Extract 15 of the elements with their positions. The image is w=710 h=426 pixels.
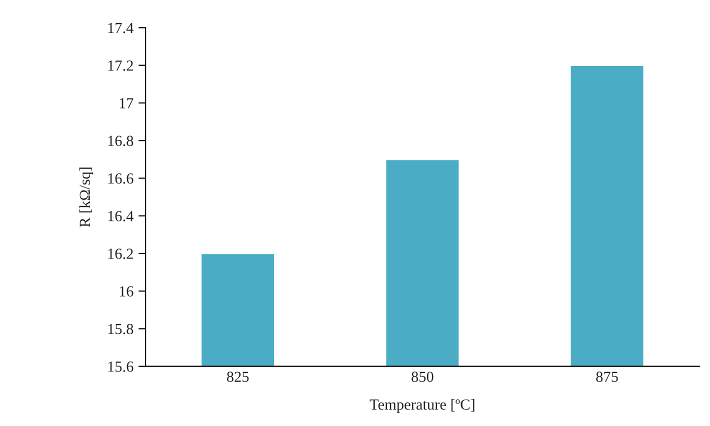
y-tick-label: 16.6: [108, 173, 134, 184]
y-tick-label: 16: [120, 286, 134, 297]
y-tick-label: 16.2: [108, 248, 133, 259]
y-tick-label: 15.6: [108, 362, 134, 372]
y-tick-label: 17.2: [108, 60, 133, 71]
x-tick-label: 875: [596, 372, 618, 382]
y-tick-label: 16.8: [108, 136, 134, 146]
x-axis-title: Temperature [ºC]: [370, 398, 474, 413]
y-tick-label: 17: [120, 98, 134, 108]
y-tick-label: 16.4: [108, 211, 134, 222]
y-tick-label: 17.4: [108, 22, 134, 34]
x-tick-label: 825: [226, 372, 249, 382]
y-axis-title: R [kΩ/sq]: [79, 168, 94, 228]
x-tick-label: 850: [412, 372, 434, 382]
y-tick-label: 15.8: [108, 324, 134, 334]
